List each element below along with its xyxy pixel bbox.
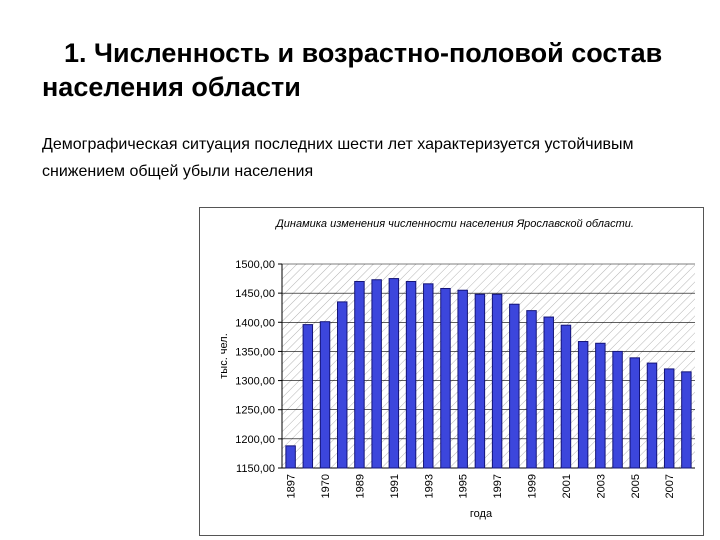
- x-tick-label: 2005: [630, 474, 642, 498]
- x-tick-label: 1989: [354, 474, 366, 498]
- chart-title: Динамика изменения численности населения…: [274, 218, 634, 230]
- bar-1996: [474, 293, 486, 469]
- x-tick-label: 1991: [389, 474, 401, 498]
- y-axis: 1500,00 1450,00 1400,00 1350,00 1300,00 1250,…: [235, 259, 283, 475]
- bar-1991: [388, 278, 400, 469]
- x-tick-label: 2007: [664, 474, 676, 498]
- bar-1994: [440, 287, 451, 469]
- x-axis-label: года: [470, 508, 493, 520]
- chart-container: Динамика изменения численности населения…: [199, 207, 704, 536]
- bar-1959: [302, 324, 314, 469]
- bars: [285, 278, 692, 469]
- bar-2004: [612, 350, 623, 469]
- bar-2008: [681, 371, 692, 469]
- bar-1979: [336, 301, 348, 469]
- x-tick-label: 1999: [527, 474, 539, 498]
- bar-2007: [663, 368, 675, 469]
- x-tick-label: 1897: [286, 474, 298, 498]
- bar-2002: [577, 341, 589, 469]
- bar-1989: [354, 280, 365, 469]
- bar-1998: [509, 303, 520, 469]
- bar-1999: [526, 310, 537, 469]
- bar-1997: [491, 293, 503, 469]
- bar-2006: [646, 362, 658, 469]
- y-tick-label: 1400,00: [235, 317, 275, 329]
- x-axis: 1897 1970 1989 1991 1993 1995 1997 1999 2001 2003…: [282, 467, 695, 498]
- bar-2005: [629, 357, 641, 469]
- x-tick-label: 1995: [458, 474, 470, 498]
- bar-1990: [371, 279, 382, 469]
- slide-body-text: Демографическая ситуация последних шести…: [42, 136, 634, 180]
- y-tick-label: 1200,00: [235, 434, 275, 446]
- y-tick-label: 1450,00: [235, 288, 275, 300]
- x-tick-label: 1970: [320, 474, 332, 498]
- bar-1993: [423, 283, 434, 469]
- slide-title: 1. Численность и возрастно-половой соста…: [42, 38, 663, 102]
- bar-1995: [457, 289, 468, 469]
- x-tick-label: 1997: [492, 474, 504, 498]
- y-tick-label: 1500,00: [235, 259, 275, 271]
- y-tick-label: 1250,00: [235, 405, 275, 417]
- y-tick-label: 1350,00: [235, 346, 275, 358]
- plot-area: [282, 263, 695, 469]
- plot-hatch: [282, 264, 695, 468]
- x-tick-label: 2003: [595, 474, 607, 498]
- bar-2001: [560, 324, 572, 469]
- x-tick-label: 2001: [561, 474, 573, 498]
- y-tick-label: 1150,00: [236, 463, 275, 475]
- bar-1897: [285, 445, 296, 469]
- x-tick-label: 1993: [423, 474, 435, 498]
- y-tick-label: 1300,00: [235, 376, 275, 388]
- population-bar-chart: Динамика изменения численности населения…: [218, 218, 695, 520]
- bar-1992: [405, 280, 417, 469]
- bar-1970: [319, 321, 331, 469]
- y-axis-label: тыс. чел.: [218, 333, 230, 379]
- bar-2000: [543, 316, 554, 469]
- bar-2003: [595, 342, 606, 469]
